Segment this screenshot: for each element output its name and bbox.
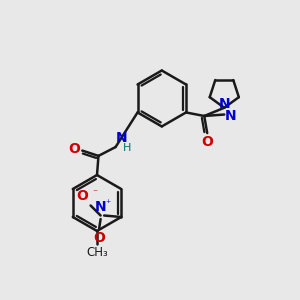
Text: ⁺: ⁺ — [106, 199, 111, 209]
Text: O: O — [68, 142, 80, 156]
Text: H: H — [123, 143, 132, 153]
Text: O: O — [201, 135, 213, 149]
Text: N: N — [218, 97, 230, 111]
Text: CH₃: CH₃ — [86, 246, 108, 259]
Text: N: N — [225, 109, 236, 123]
Text: ⁻: ⁻ — [93, 188, 98, 198]
Text: O: O — [76, 189, 88, 203]
Text: N: N — [116, 131, 128, 145]
Text: N: N — [95, 200, 106, 214]
Text: O: O — [93, 231, 105, 245]
